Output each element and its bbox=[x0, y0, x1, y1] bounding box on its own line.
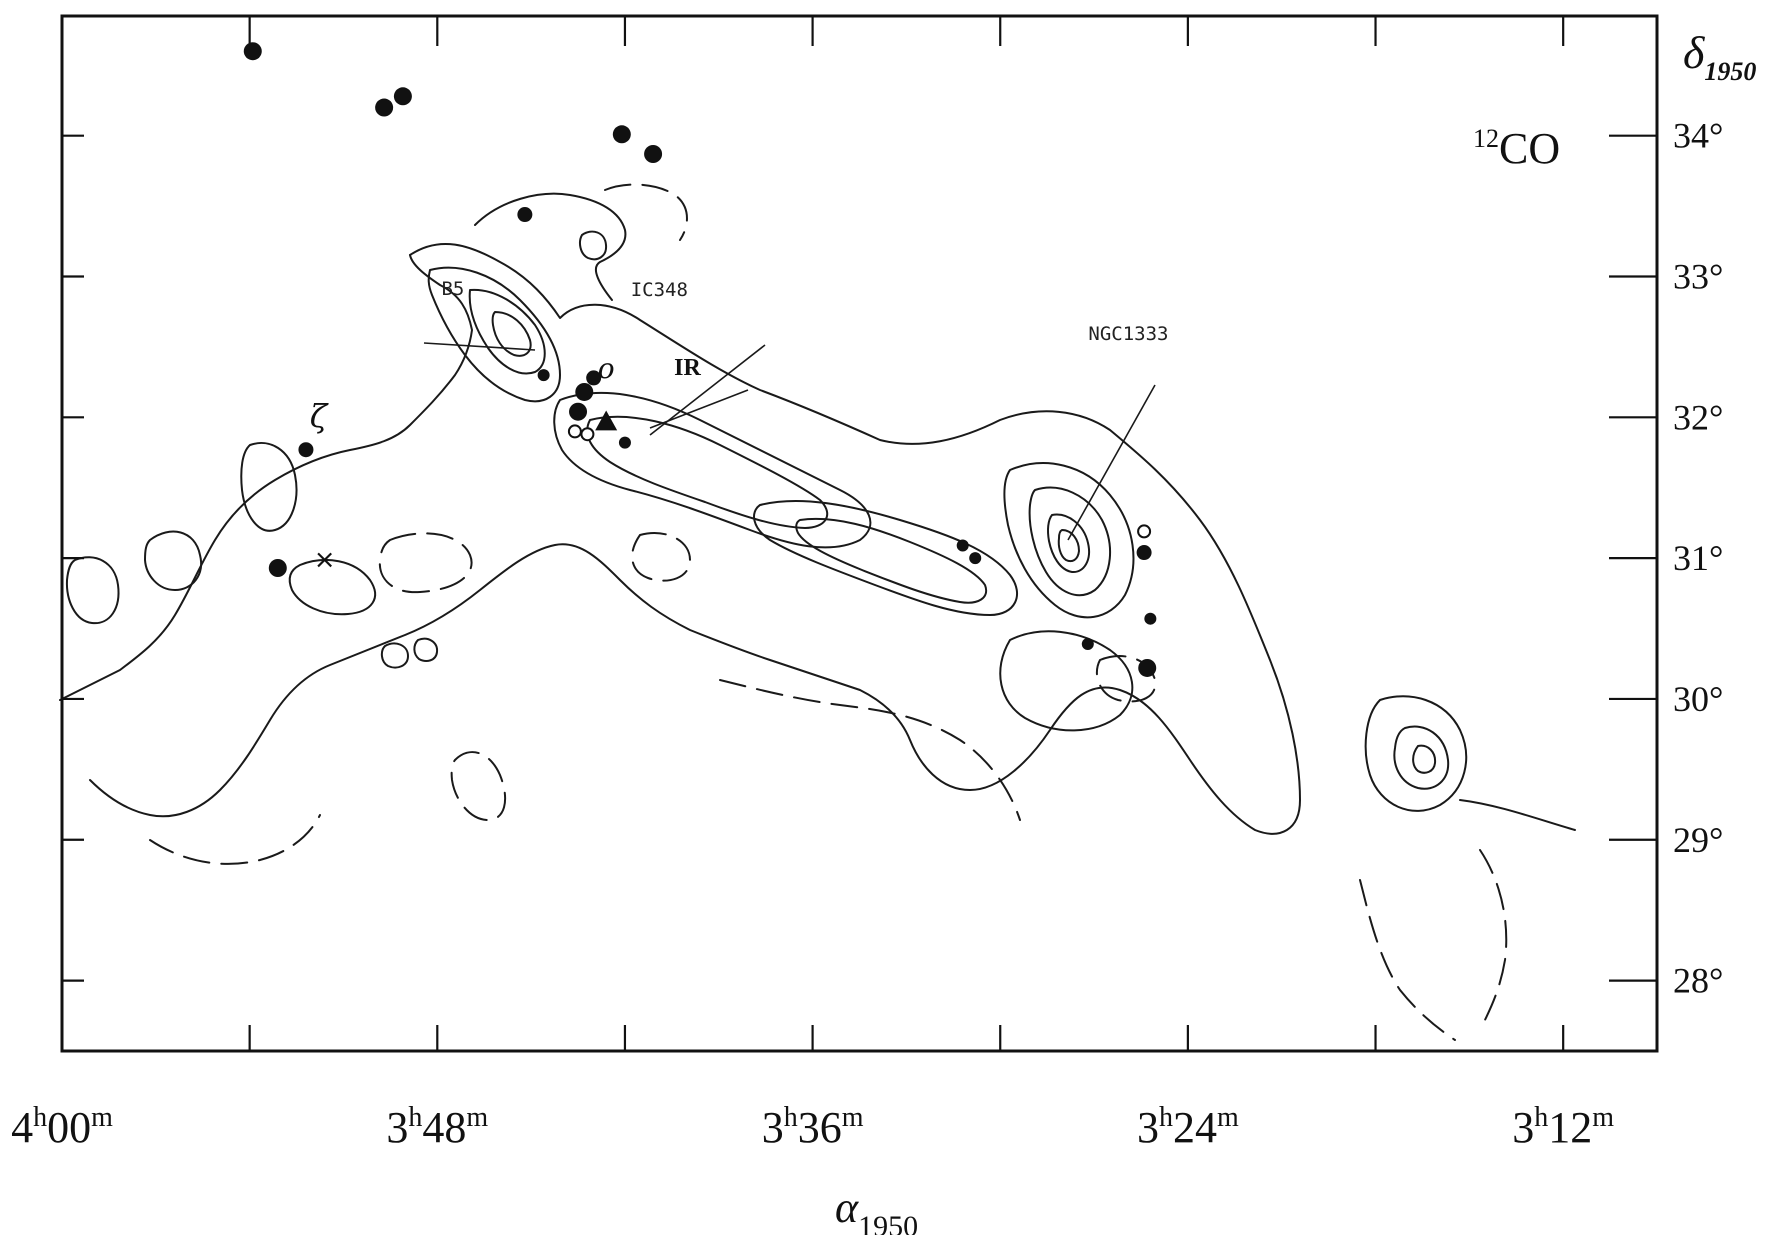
contour-west-patch-1 bbox=[240, 442, 298, 532]
contour-east-dashed-2 bbox=[1479, 849, 1508, 1031]
y-tick-label-6: 28° bbox=[1673, 961, 1723, 1001]
star-marker-12 bbox=[268, 559, 287, 577]
contour-ring-west bbox=[144, 530, 203, 591]
contour-outer-west bbox=[59, 254, 473, 701]
x-tick-labels: 4h00m 3h48m 3h36m 3h24m 3h12m bbox=[11, 1102, 1614, 1152]
y-tick-label-4: 30° bbox=[1673, 679, 1723, 719]
x-tick-label-1: 3h48m bbox=[386, 1102, 488, 1152]
y-tick-label-5: 29° bbox=[1673, 820, 1723, 860]
star-marker-3 bbox=[612, 125, 631, 144]
object-label-6: × bbox=[314, 545, 336, 575]
y-tick-marks bbox=[62, 134, 1657, 982]
contour-layer bbox=[59, 183, 1576, 1041]
contour-small-2 bbox=[413, 637, 439, 662]
contour-north-dashed bbox=[604, 183, 688, 241]
contour-north-1 bbox=[474, 192, 627, 301]
contour-north-2 bbox=[579, 230, 608, 261]
leader-ir bbox=[649, 389, 749, 429]
object-label-0: B5 bbox=[441, 278, 464, 300]
contour-small-1 bbox=[380, 642, 409, 669]
contour-south-long-dashed bbox=[719, 679, 1021, 821]
contour-east-3 bbox=[1412, 744, 1437, 774]
x-tick-marks bbox=[60, 16, 1565, 1051]
star-marker-15 bbox=[1136, 545, 1152, 561]
open-marker-2 bbox=[1137, 524, 1152, 539]
object-label-2: IR bbox=[674, 355, 701, 381]
contour-south-lobe bbox=[999, 630, 1134, 732]
contour-east-1 bbox=[1364, 695, 1468, 812]
contour-west-dashed-2 bbox=[631, 532, 691, 582]
star-marker-10 bbox=[618, 436, 631, 449]
star-marker-18 bbox=[1138, 658, 1157, 677]
open-marker-1 bbox=[580, 427, 595, 442]
contour-west-dashed-1 bbox=[378, 532, 473, 594]
open-marker-0 bbox=[567, 424, 582, 439]
leader-ngc1333 bbox=[1067, 384, 1156, 541]
contour-ic348-2 bbox=[586, 415, 829, 529]
leader-b5 bbox=[423, 342, 536, 351]
y-axis-title: δ1950 bbox=[1683, 27, 1756, 86]
object-labels: B5 IC348 IR NGC1333 ζ o × bbox=[310, 278, 1169, 575]
star-marker-14 bbox=[969, 552, 982, 565]
x-tick-label-3: 3h24m bbox=[1137, 1102, 1239, 1152]
contour-island-dashed bbox=[450, 751, 507, 821]
plot-frame bbox=[60, 14, 1659, 1053]
y-tick-label-3: 31° bbox=[1673, 538, 1723, 578]
contour-b5-1 bbox=[427, 266, 561, 403]
contour-b5-2 bbox=[468, 288, 546, 375]
contour-south-dashed bbox=[1095, 655, 1157, 703]
star-marker-0 bbox=[243, 42, 262, 61]
contour-ngc1333-4 bbox=[1057, 529, 1080, 563]
contour-east-2 bbox=[1393, 725, 1450, 790]
star-marker-1 bbox=[375, 98, 394, 117]
tracer-label: 12CO bbox=[1473, 124, 1560, 173]
contour-ngc1333-2 bbox=[1028, 486, 1112, 597]
contour-east-tail bbox=[1459, 799, 1576, 831]
x-tick-label-4: 3h12m bbox=[1512, 1102, 1614, 1152]
triangle-marker-0 bbox=[595, 410, 618, 431]
star-marker-7 bbox=[537, 369, 550, 382]
contour-b5-3 bbox=[491, 311, 532, 357]
x-tick-label-0: 4h00m bbox=[11, 1102, 113, 1152]
object-label-1: IC348 bbox=[631, 279, 688, 301]
y-tick-label-0: 34° bbox=[1673, 116, 1723, 156]
contour-central-1 bbox=[753, 500, 1019, 616]
contour-ic348-1 bbox=[553, 391, 872, 549]
object-label-5: o bbox=[598, 352, 615, 385]
star-marker-8 bbox=[575, 382, 594, 401]
y-tick-labels: 34° 33° 32° 31° 30° 29° 28° bbox=[1673, 116, 1723, 1001]
contour-central-2 bbox=[795, 517, 988, 604]
x-axis-title: α1950 bbox=[835, 1183, 918, 1235]
contour-ngc1333-3 bbox=[1047, 513, 1090, 574]
contour-west-patch-3 bbox=[65, 556, 120, 625]
y-tick-label-1: 33° bbox=[1673, 257, 1723, 297]
contour-ngc1333-1 bbox=[1003, 462, 1135, 619]
leader-lines bbox=[423, 342, 1156, 541]
star-marker-5 bbox=[517, 207, 533, 223]
star-marker-17 bbox=[1081, 638, 1094, 651]
y-tick-label-2: 32° bbox=[1673, 397, 1723, 437]
star-markers bbox=[243, 42, 1157, 677]
contour-west-patch-2 bbox=[288, 559, 376, 616]
object-label-4: ζ bbox=[310, 397, 329, 435]
contour-east-dashed-1 bbox=[1359, 879, 1456, 1041]
star-marker-13 bbox=[956, 539, 969, 552]
star-marker-6 bbox=[586, 370, 602, 386]
contour-southwest-dashed bbox=[149, 814, 321, 865]
star-marker-16 bbox=[1144, 612, 1157, 625]
star-marker-2 bbox=[393, 87, 412, 106]
object-label-3: NGC1333 bbox=[1088, 323, 1168, 345]
contour-outer bbox=[89, 242, 1301, 835]
x-tick-label-2: 3h36m bbox=[762, 1102, 864, 1152]
star-marker-11 bbox=[298, 442, 314, 458]
star-marker-9 bbox=[569, 402, 588, 421]
star-marker-4 bbox=[644, 145, 663, 163]
